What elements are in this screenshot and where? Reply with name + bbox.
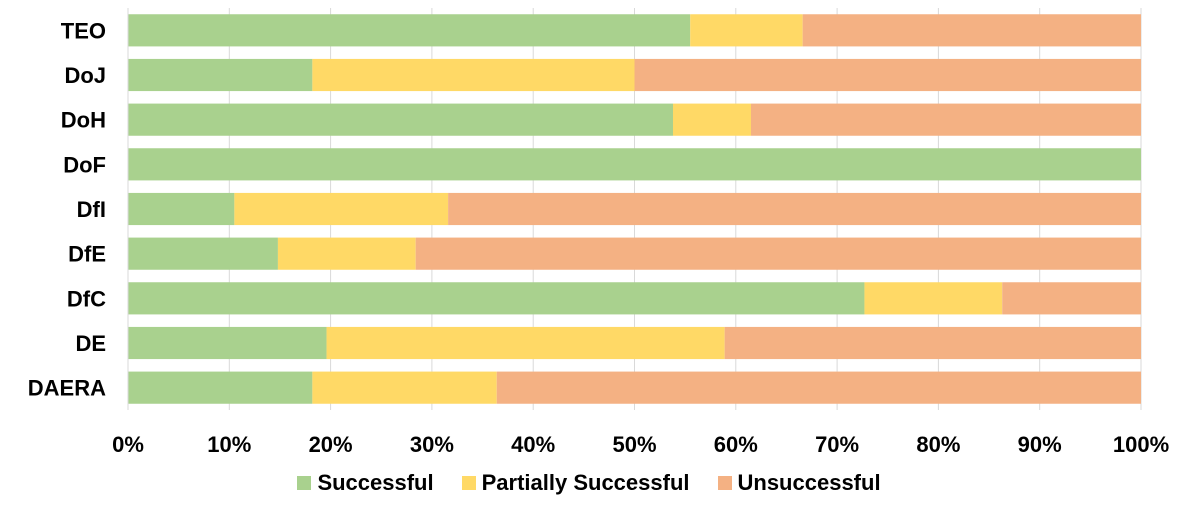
- x-tick-label: 30%: [410, 432, 454, 457]
- bar-unsuccessful: [448, 192, 1141, 226]
- x-tick-label: 70%: [815, 432, 859, 457]
- legend-item: Partially Successful: [461, 470, 690, 496]
- bar-successful: [128, 103, 673, 136]
- bar-successful: [128, 282, 865, 315]
- x-tick-label: 10%: [207, 432, 251, 457]
- x-tick-label: 50%: [612, 432, 656, 457]
- legend-item: Successful: [297, 470, 434, 496]
- y-category-label: DE: [75, 331, 106, 356]
- bar-unsuccessful: [802, 14, 1141, 47]
- y-category-label: DfE: [68, 242, 106, 267]
- legend-label: Successful: [317, 470, 434, 495]
- bar-successful: [128, 371, 313, 404]
- y-category-label: DfI: [77, 197, 106, 222]
- bars: [128, 14, 1141, 404]
- bar-successful: [128, 58, 313, 92]
- bar-partially-successful: [312, 58, 635, 92]
- bar-successful: [128, 237, 278, 270]
- y-category-label: DfC: [67, 286, 106, 311]
- bar-unsuccessful: [415, 237, 1141, 270]
- bar-partially-successful: [864, 282, 1003, 315]
- bar-unsuccessful: [634, 58, 1141, 92]
- legend-item: Unsuccessful: [717, 470, 881, 496]
- legend-label: Partially Successful: [481, 470, 690, 495]
- bar-partially-successful: [326, 326, 725, 360]
- bar-partially-successful: [672, 103, 751, 136]
- bar-successful: [128, 148, 1141, 181]
- bar-partially-successful: [234, 192, 449, 226]
- legend-label: Unsuccessful: [737, 470, 881, 495]
- y-category-label: DAERA: [28, 376, 106, 401]
- x-tick-label: 90%: [1018, 432, 1062, 457]
- bar-unsuccessful: [724, 326, 1141, 360]
- bar-successful: [128, 192, 235, 226]
- x-tick-label: 40%: [511, 432, 555, 457]
- bar-partially-successful: [277, 237, 416, 270]
- y-category-label: TEO: [61, 18, 106, 43]
- x-tick-label: 80%: [916, 432, 960, 457]
- bar-unsuccessful: [1002, 282, 1141, 315]
- y-category-label: DoF: [63, 152, 106, 177]
- axis-labels: 0% 10% 20% 30% 40% 50% 60% 70% 80% 90% 100% TEO DoJ D…: [28, 18, 1169, 457]
- bar-successful: [128, 14, 691, 47]
- y-category-label: DoH: [61, 108, 106, 133]
- x-tick-label: 0%: [112, 432, 144, 457]
- y-category-label: DoJ: [64, 63, 106, 88]
- bar-partially-successful: [690, 14, 803, 47]
- bar-partially-successful: [312, 371, 497, 404]
- bar-unsuccessful: [496, 371, 1141, 404]
- legend: Successful Partially Successful Unsuccessf…: [0, 470, 1178, 496]
- x-tick-label: 100%: [1113, 432, 1169, 457]
- legend-swatch: [461, 476, 476, 490]
- bar-unsuccessful: [750, 103, 1141, 136]
- x-tick-label: 20%: [309, 432, 353, 457]
- bar-successful: [128, 326, 327, 360]
- x-tick-label: 60%: [714, 432, 758, 457]
- legend-swatch: [717, 476, 732, 490]
- legend-swatch: [297, 476, 312, 490]
- stacked-bar-chart: 0% 10% 20% 30% 40% 50% 60% 70% 80% 90% 100% TEO DoJ D…: [28, 8, 1169, 457]
